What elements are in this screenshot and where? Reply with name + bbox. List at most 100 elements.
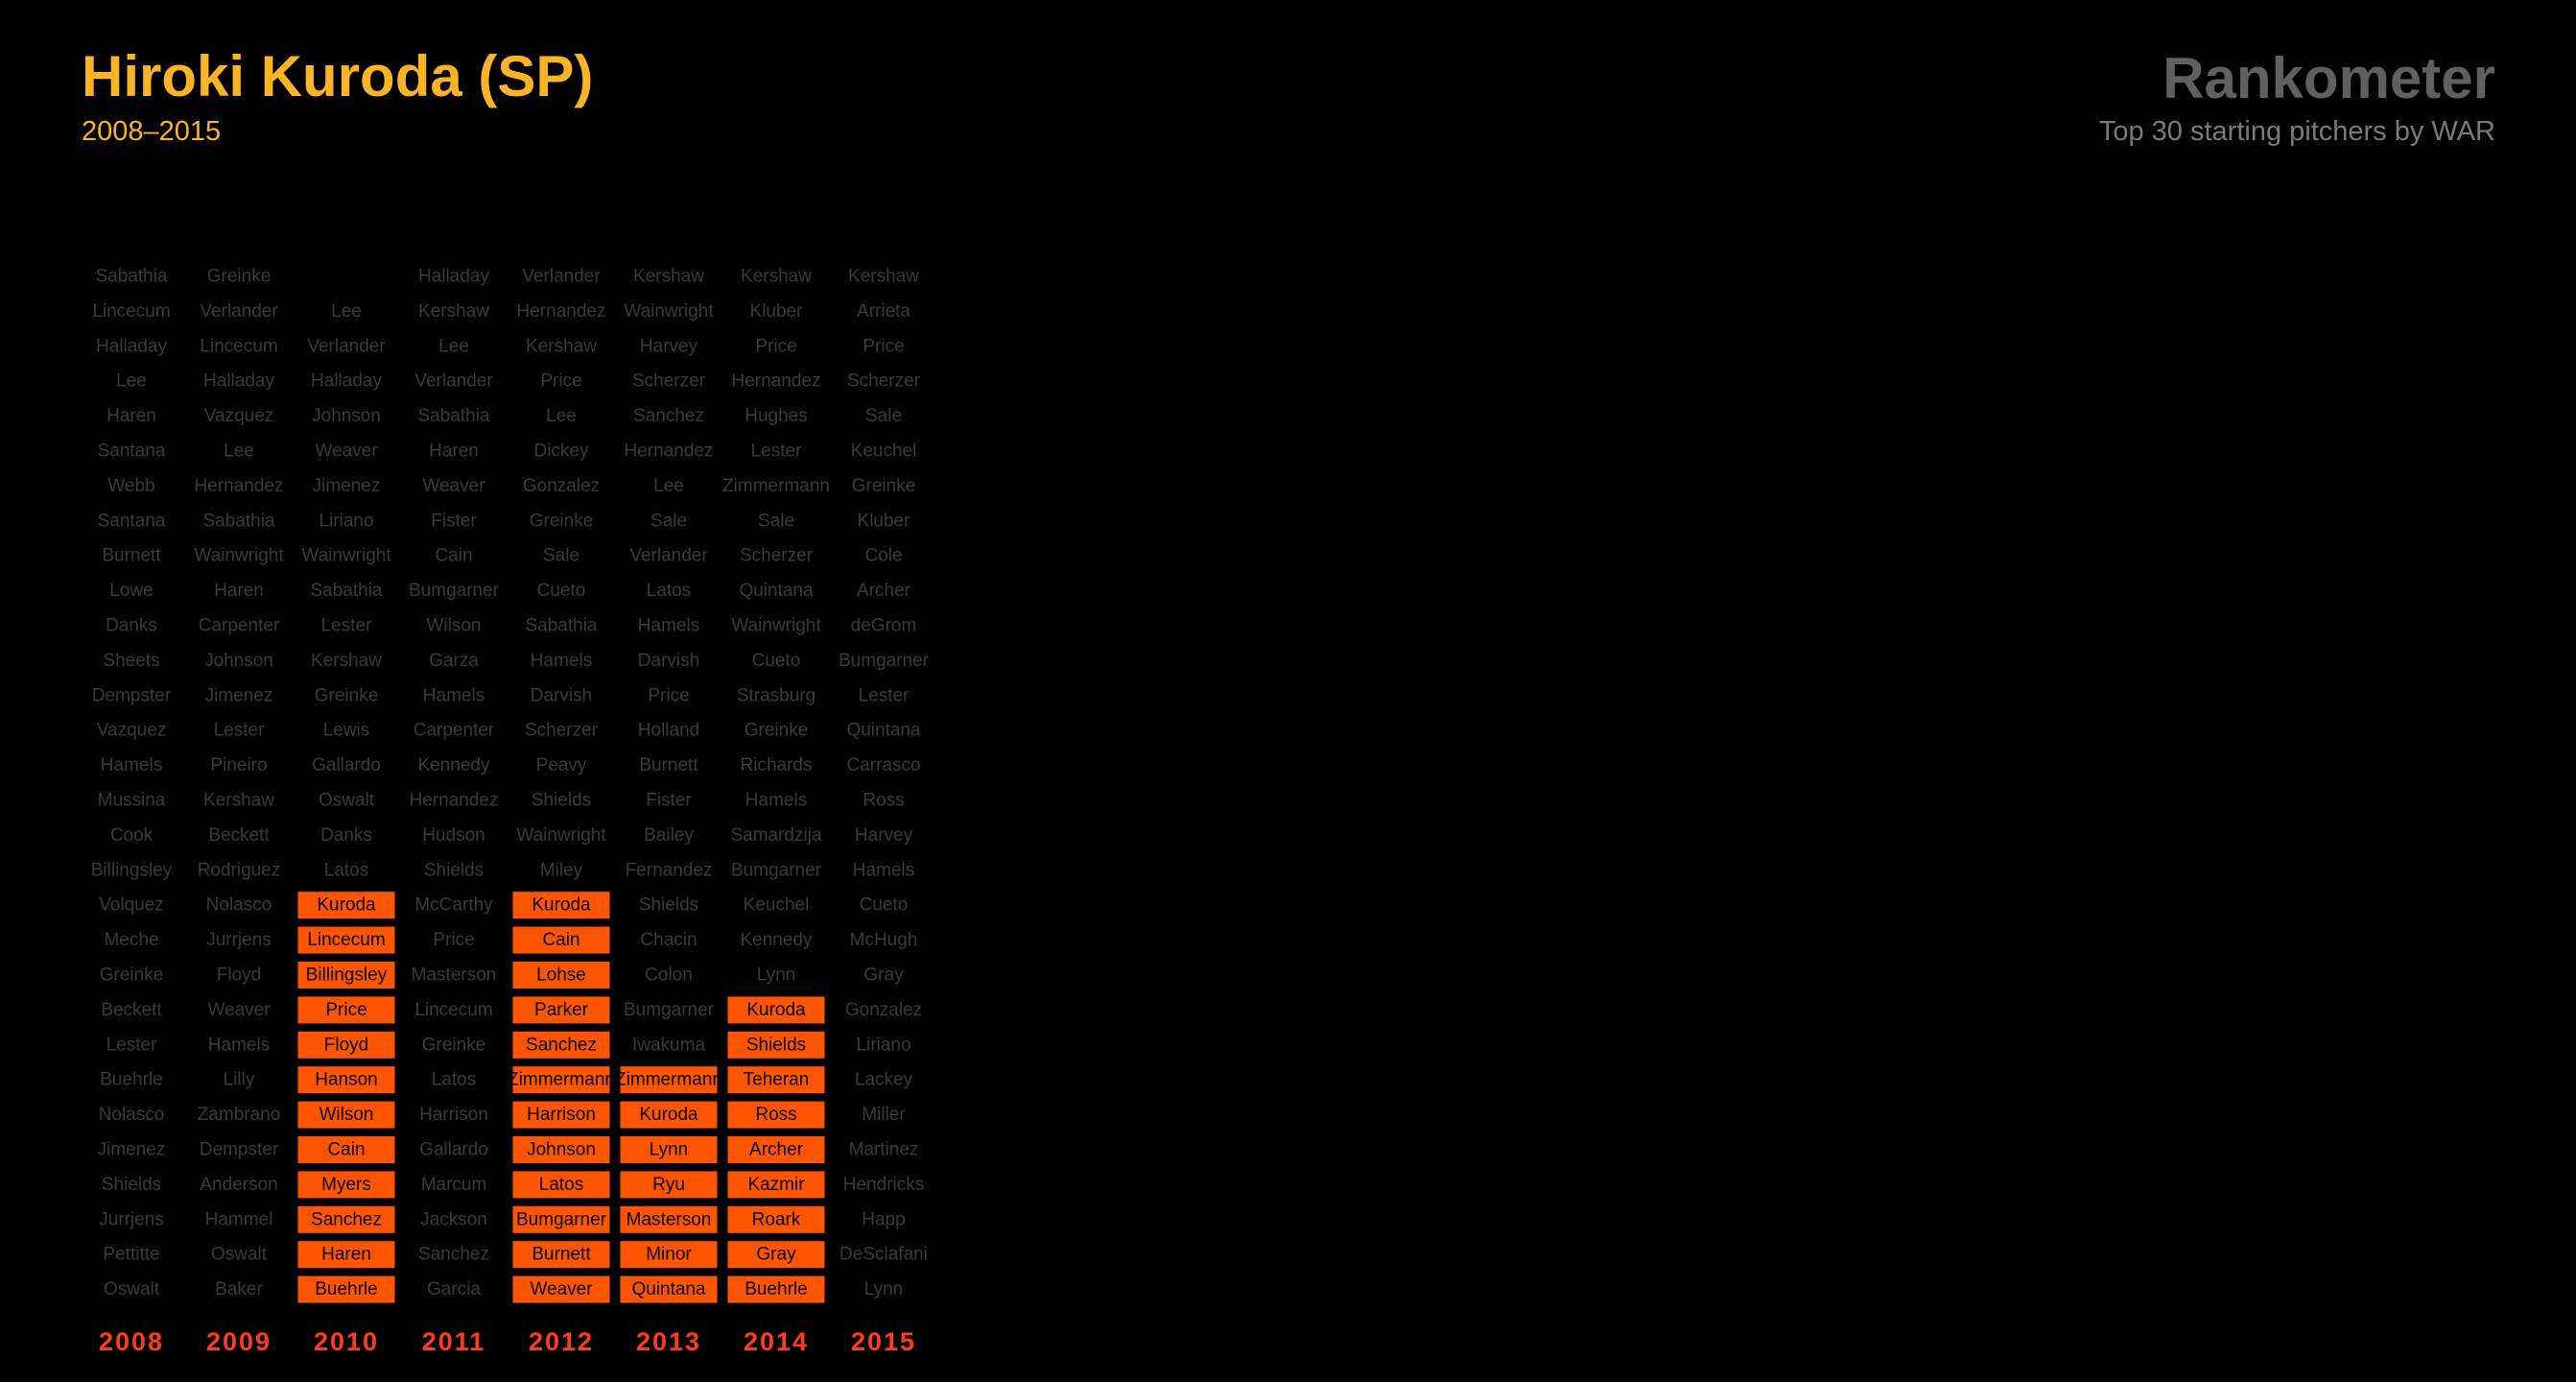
pitcher-label-2013-rank-1: Kershaw	[633, 267, 704, 287]
highlight-box-2012-rank-24	[511, 1065, 611, 1095]
pitcher-label-2009-rank-28: Hammel	[205, 1209, 273, 1229]
pitcher-label-2013-rank-22: Bumgarner	[624, 1000, 715, 1020]
pitcher-label-2009-rank-2: Verlander	[200, 301, 278, 322]
highlight-box-2013-rank-25	[619, 1100, 719, 1130]
pitcher-label-2008-rank-22: Beckett	[101, 1000, 162, 1020]
pitcher-label-2013-rank-2: Wainwright	[624, 301, 714, 322]
pitcher-label-2008-rank-10: Lowe	[109, 581, 153, 601]
pitcher-label-2011-rank-28: Jackson	[420, 1209, 487, 1229]
highlight-box-2012-rank-21	[511, 961, 611, 989]
pitcher-label-2013-rank-9: Verlander	[629, 546, 708, 566]
pitcher-label-2013-rank-3: Harvey	[640, 336, 698, 356]
pitcher-label-2015-rank-9: Cole	[864, 546, 902, 566]
pitcher-label-2015-rank-27: Hendricks	[843, 1175, 924, 1195]
pitcher-label-2015-rank-7: Greinke	[852, 476, 916, 496]
page-title: Hiroki Kuroda (SP)	[82, 44, 594, 108]
pitcher-label-2008-rank-29: Pettitte	[103, 1245, 159, 1265]
pitcher-label-2009-rank-25: Zambrano	[198, 1105, 281, 1125]
pitcher-label-2015-rank-3: Price	[863, 336, 904, 356]
highlight-box-2014-rank-29	[726, 1240, 826, 1270]
pitcher-label-2013-rank-24: Zimmermann	[615, 1070, 722, 1090]
pitcher-label-2010-rank-26: Cain	[327, 1140, 365, 1160]
pitcher-label-2015-rank-16: Ross	[863, 791, 904, 811]
pitcher-label-2013-rank-12: Darvish	[638, 651, 699, 671]
pitcher-label-2015-rank-1: Kershaw	[848, 267, 919, 287]
pitcher-label-2014-rank-8: Sale	[758, 511, 794, 531]
pitcher-label-2012-rank-21: Lohse	[536, 965, 586, 986]
highlight-box-2013-rank-26	[619, 1135, 719, 1164]
pitcher-label-2008-rank-12: Sheets	[103, 651, 159, 671]
highlight-box-2014-rank-28	[726, 1204, 826, 1234]
pitcher-label-2010-rank-24: Hanson	[315, 1070, 378, 1090]
pitcher-label-2012-rank-24: Zimmermann	[508, 1070, 615, 1090]
pitcher-label-2014-rank-18: Bumgarner	[731, 860, 822, 880]
pitcher-label-2009-rank-21: Floyd	[217, 965, 261, 986]
pitcher-label-2010-rank-23: Floyd	[324, 1035, 368, 1055]
year-label-2013: 2013	[636, 1327, 701, 1356]
pitcher-label-2009-rank-15: Pineiro	[210, 755, 267, 775]
pitcher-label-2014-rank-21: Lynn	[757, 965, 796, 986]
pitcher-label-2012-rank-5: Lee	[546, 406, 577, 426]
brand-name: Rankometer	[2162, 46, 2495, 110]
pitcher-label-2010-rank-30: Buehrle	[315, 1279, 378, 1299]
pitcher-label-2014-rank-24: Teheran	[744, 1070, 810, 1090]
pitcher-label-2008-rank-5: Haren	[106, 406, 156, 426]
pitcher-label-2015-rank-29: DeSclafani	[839, 1245, 928, 1265]
pitcher-label-2009-rank-10: Haren	[214, 581, 264, 601]
pitcher-label-2009-rank-3: Lincecum	[200, 336, 277, 356]
pitcher-label-2008-rank-14: Vazquez	[97, 721, 167, 741]
pitcher-label-2010-rank-3: Verlander	[307, 336, 386, 356]
pitcher-label-2008-rank-21: Greinke	[100, 965, 164, 986]
pitcher-label-2012-rank-23: Sanchez	[526, 1035, 597, 1055]
pitcher-label-2010-rank-9: Wainwright	[301, 546, 391, 566]
pitcher-label-2010-rank-6: Weaver	[315, 441, 378, 462]
pitcher-label-2009-rank-14: Lester	[214, 721, 265, 741]
pitcher-label-2010-rank-15: Gallardo	[312, 755, 381, 775]
pitcher-label-2011-rank-3: Lee	[438, 336, 469, 356]
pitcher-label-2010-rank-2: Lee	[331, 301, 362, 322]
pitcher-label-2013-rank-30: Quintana	[631, 1279, 706, 1299]
highlight-box-2014-rank-22	[726, 995, 826, 1025]
pitcher-label-2009-rank-22: Weaver	[207, 1000, 271, 1020]
pitcher-label-2010-rank-10: Sabathia	[310, 581, 382, 601]
pitcher-label-2008-rank-11: Danks	[106, 616, 157, 636]
highlight-box-2014-rank-23	[726, 1030, 826, 1060]
pitcher-label-2013-rank-18: Fernandez	[626, 860, 713, 880]
pitcher-label-2011-rank-20: Price	[433, 930, 474, 950]
highlight-box-2013-rank-30	[619, 1275, 719, 1304]
pitcher-label-2014-rank-15: Richards	[741, 755, 813, 775]
highlight-box-2014-rank-24	[726, 1065, 826, 1095]
pitcher-label-2012-rank-18: Miley	[540, 860, 583, 880]
highlight-box-2010-rank-29	[296, 1240, 396, 1270]
pitcher-label-2009-rank-26: Dempster	[200, 1140, 279, 1160]
year-label-2014: 2014	[744, 1327, 809, 1356]
highlight-box-2010-rank-23	[296, 1030, 396, 1060]
pitcher-label-2010-rank-22: Price	[325, 1000, 366, 1020]
pitcher-label-2009-rank-18: Rodriguez	[198, 860, 281, 880]
year-label-2008: 2008	[99, 1327, 164, 1356]
pitcher-label-2014-rank-6: Lester	[751, 441, 802, 462]
pitcher-label-2012-rank-15: Peavy	[536, 755, 587, 775]
pitcher-label-2011-rank-13: Hamels	[423, 685, 484, 705]
pitcher-label-2015-rank-5: Sale	[865, 406, 902, 426]
pitcher-label-2012-rank-17: Wainwright	[516, 825, 606, 846]
pitcher-label-2010-rank-8: Liriano	[319, 511, 373, 531]
pitcher-label-2014-rank-23: Shields	[746, 1035, 806, 1055]
brand-tagline: Top 30 starting pitchers by WAR	[2098, 116, 2495, 147]
pitcher-label-2013-rank-14: Holland	[638, 721, 699, 741]
pitcher-label-2008-rank-28: Jurrjens	[99, 1209, 164, 1229]
pitcher-label-2008-rank-18: Billingsley	[91, 860, 173, 880]
pitcher-label-2008-rank-26: Jimenez	[98, 1140, 166, 1160]
highlight-box-2010-rank-20	[296, 925, 396, 955]
pitcher-label-2011-rank-23: Greinke	[422, 1035, 486, 1055]
pitcher-label-2011-rank-18: Shields	[424, 860, 484, 880]
highlight-box-2012-rank-30	[511, 1275, 611, 1304]
pitcher-label-2014-rank-2: Kluber	[750, 301, 804, 322]
pitcher-label-2015-rank-13: Lester	[859, 685, 910, 705]
pitcher-label-2010-rank-20: Lincecum	[307, 930, 385, 950]
pitcher-label-2011-rank-16: Hernandez	[410, 791, 499, 811]
pitcher-label-2015-rank-12: Bumgarner	[839, 651, 930, 671]
pitcher-label-2008-rank-9: Burnett	[102, 546, 161, 566]
pitcher-label-2013-rank-8: Sale	[650, 511, 687, 531]
pitcher-label-2012-rank-20: Cain	[542, 930, 579, 950]
